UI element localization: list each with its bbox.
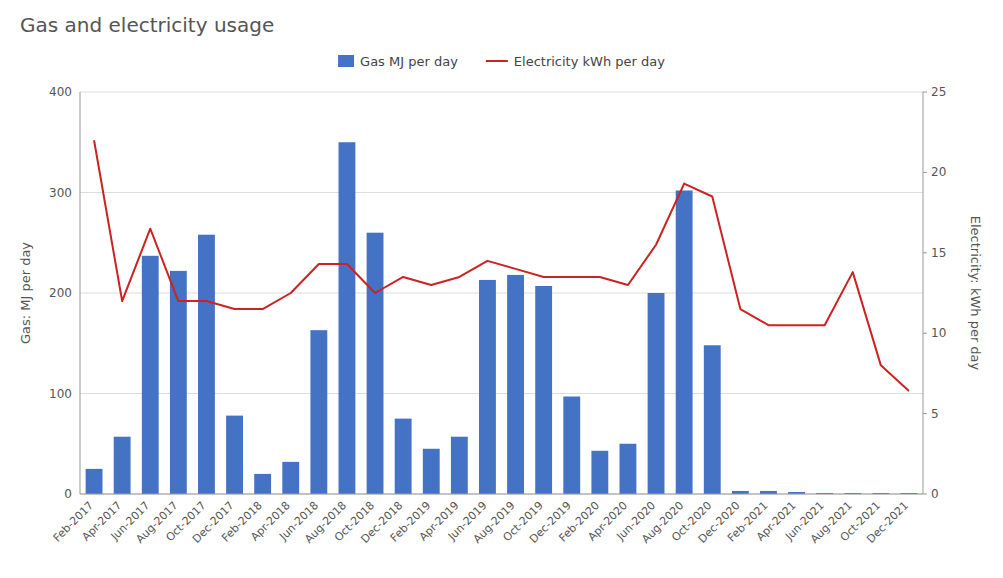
bar [704,345,721,494]
bar [114,437,131,494]
bar [648,293,665,494]
y2-tick [923,252,927,253]
line [94,140,909,391]
bar [591,451,608,494]
grid-line [80,192,923,193]
grid-line [80,92,923,93]
legend-swatch [486,60,508,62]
bar [170,271,187,494]
bar [676,190,693,494]
y2-tick-label: 20 [931,165,946,179]
bar [142,256,159,494]
y2-tick [923,92,927,93]
marks [86,140,918,494]
bar [198,235,215,494]
y2-tick-label: 15 [931,246,946,260]
legend-item: Electricity kWh per day [486,54,665,69]
y2-tick-label: 0 [931,487,939,501]
y2-axis-label: Electricity: kWh per day [968,216,983,371]
bar [254,474,271,494]
bar [310,330,327,494]
bar [423,449,440,494]
bar [86,469,103,494]
x-axis-line [80,494,923,495]
legend-label: Electricity kWh per day [514,54,665,69]
y2-tick [923,172,927,173]
y2-tick-label: 10 [931,326,946,340]
y2-tick [923,413,927,414]
y-tick-label: 300 [49,186,72,200]
x-tick-label: Dec-2021 [864,499,911,546]
y-axis-label: Gas: MJ per day [18,242,33,344]
legend-label: Gas MJ per day [360,54,458,69]
y-tick-label: 200 [49,286,72,300]
grid [80,92,923,494]
legend-item: Gas MJ per day [338,54,458,69]
y-axis-line [80,92,81,494]
y-tick-label: 0 [64,487,72,501]
y2-axis-line [923,92,924,494]
legend: Gas MJ per day Electricity kWh per day [338,54,665,69]
bar [479,280,496,494]
bar [226,416,243,494]
bar [535,286,552,494]
bar [395,419,412,494]
y2-tick [923,333,927,334]
bar [282,462,299,494]
bar [563,397,580,494]
bar [620,444,637,494]
bar [339,142,356,494]
grid-line [80,494,923,495]
bar [367,233,384,494]
y2-tick [923,494,927,495]
y-tick-label: 400 [49,85,72,99]
legend-swatch [338,55,354,67]
bar [451,437,468,494]
y2-tick-label: 25 [931,85,946,99]
chart: Gas and electricity usage 0 100 200 300 400 0 5… [0,0,1003,578]
y2-tick-label: 5 [931,407,939,421]
y-tick-label: 100 [49,387,72,401]
title: Gas and electricity usage [20,13,274,37]
bar [507,275,524,494]
